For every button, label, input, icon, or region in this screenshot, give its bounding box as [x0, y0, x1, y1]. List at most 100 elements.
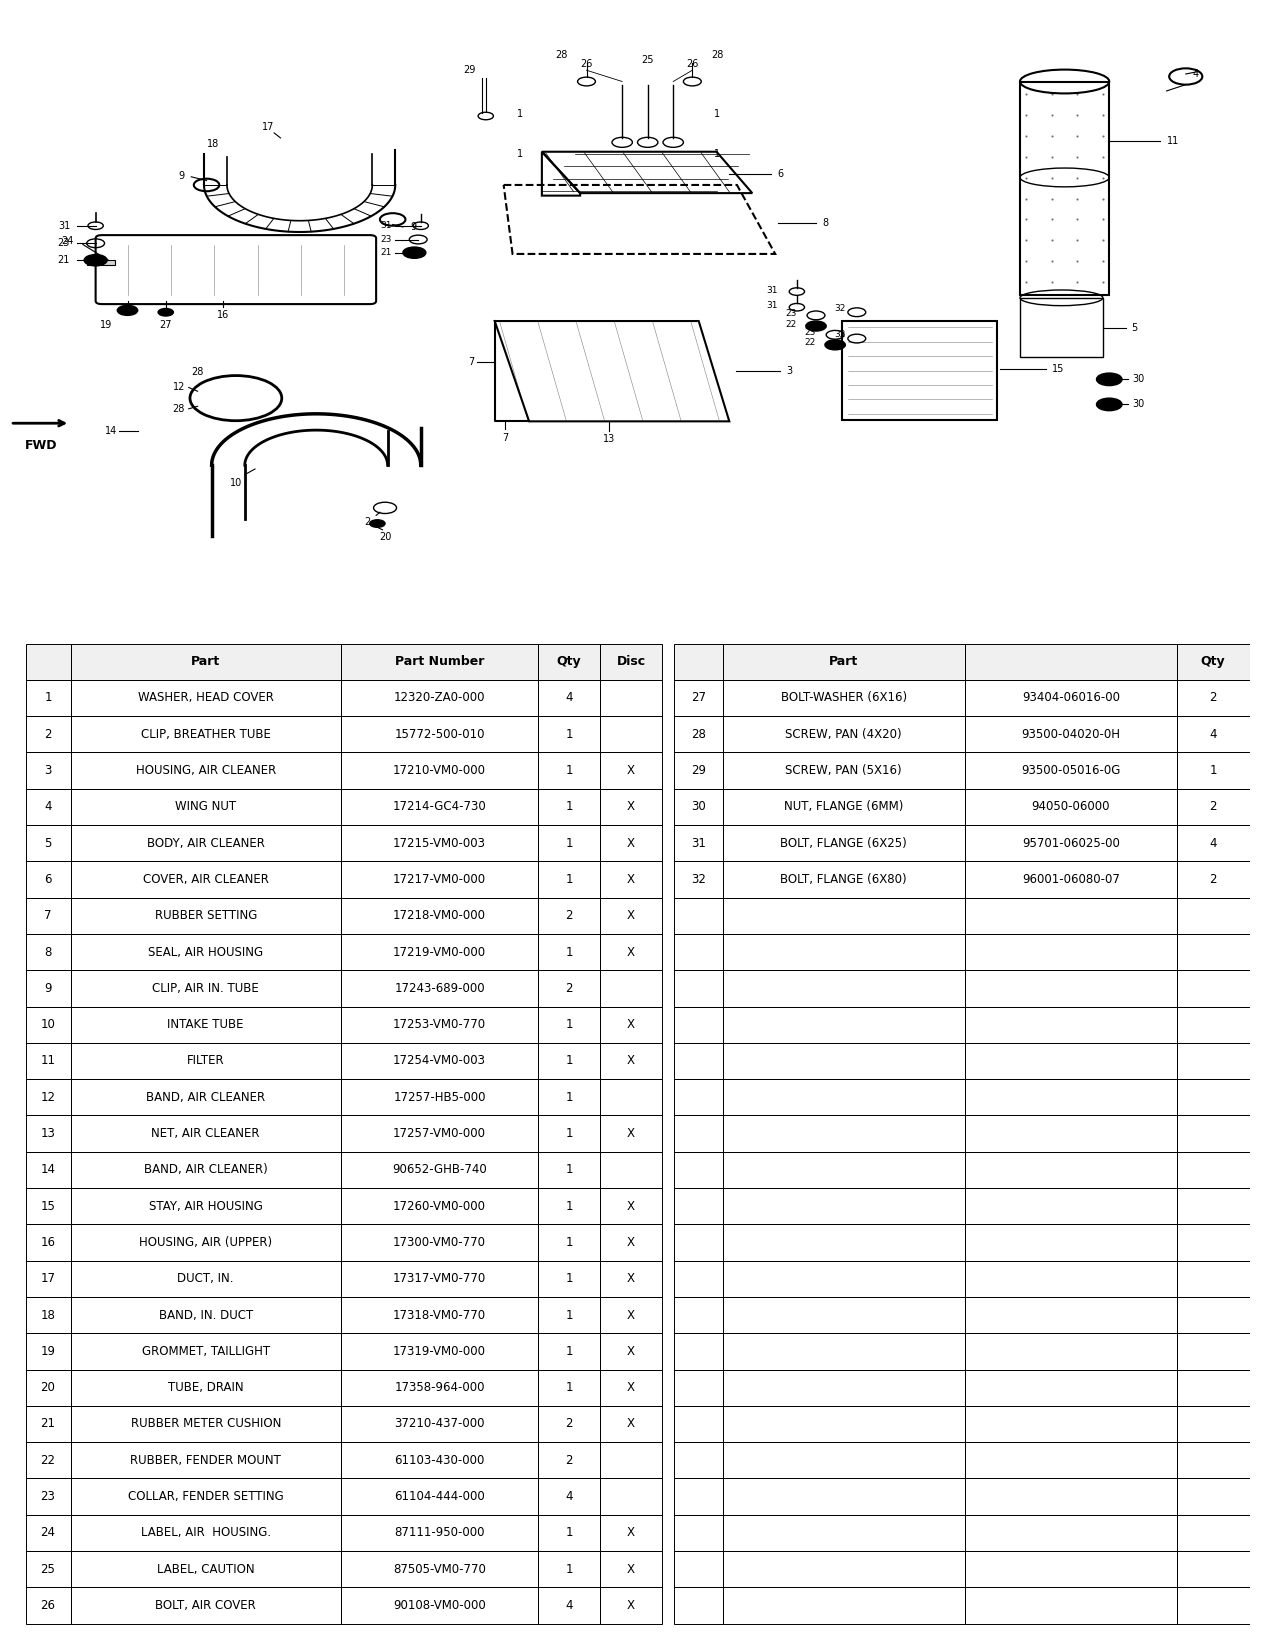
- Bar: [538, 716, 601, 752]
- Text: 37210-437-000: 37210-437-000: [394, 1417, 484, 1431]
- Text: 32: 32: [691, 873, 706, 886]
- Bar: [723, 1370, 965, 1406]
- Text: 17215-VM0-003: 17215-VM0-003: [393, 837, 486, 850]
- Bar: [674, 644, 723, 680]
- Bar: [340, 1006, 538, 1043]
- Text: SCREW, PAN (4X20): SCREW, PAN (4X20): [785, 728, 903, 741]
- Text: 93500-04020-0H: 93500-04020-0H: [1021, 728, 1121, 741]
- Text: 22: 22: [41, 1454, 56, 1467]
- Bar: [601, 970, 662, 1006]
- Text: 17260-VM0-000: 17260-VM0-000: [393, 1200, 486, 1213]
- Bar: [674, 680, 723, 716]
- Text: CLIP, AIR IN. TUBE: CLIP, AIR IN. TUBE: [153, 982, 259, 995]
- Text: 1: 1: [714, 109, 719, 119]
- Bar: [965, 970, 1177, 1006]
- Bar: [538, 1115, 601, 1152]
- Text: 31: 31: [380, 221, 391, 231]
- Bar: [723, 1043, 965, 1079]
- Bar: [1177, 1188, 1250, 1224]
- Bar: [1177, 752, 1250, 789]
- Bar: [965, 1442, 1177, 1478]
- Text: 19: 19: [99, 320, 112, 330]
- Bar: [70, 861, 340, 898]
- Text: 23: 23: [41, 1490, 56, 1503]
- Bar: [26, 1006, 70, 1043]
- Text: 96001-06080-07: 96001-06080-07: [1023, 873, 1119, 886]
- Bar: [601, 680, 662, 716]
- Bar: [340, 1478, 538, 1515]
- Text: COLLAR, FENDER SETTING: COLLAR, FENDER SETTING: [128, 1490, 283, 1503]
- Bar: [70, 1551, 340, 1587]
- Bar: [601, 1333, 662, 1370]
- Bar: [601, 898, 662, 934]
- Text: 5: 5: [45, 837, 52, 850]
- Text: X: X: [627, 1345, 635, 1358]
- Bar: [538, 861, 601, 898]
- Bar: [340, 1370, 538, 1406]
- Bar: [965, 1188, 1177, 1224]
- Bar: [26, 716, 70, 752]
- Text: X: X: [627, 1381, 635, 1394]
- Bar: [723, 680, 965, 716]
- Text: X: X: [627, 1127, 635, 1140]
- Text: 25: 25: [41, 1563, 56, 1576]
- Bar: [965, 1587, 1177, 1624]
- Bar: [1177, 644, 1250, 680]
- Text: 13: 13: [603, 434, 616, 444]
- Text: 24: 24: [41, 1526, 56, 1539]
- Text: 15: 15: [41, 1200, 56, 1213]
- Bar: [965, 1297, 1177, 1333]
- Text: 6: 6: [778, 170, 784, 180]
- Text: Disc: Disc: [616, 655, 645, 668]
- Bar: [70, 1043, 340, 1079]
- Bar: [723, 1587, 965, 1624]
- Bar: [26, 1188, 70, 1224]
- Text: X: X: [627, 1054, 635, 1068]
- Text: 26: 26: [686, 59, 699, 69]
- Text: X: X: [627, 764, 635, 777]
- Text: 10: 10: [230, 478, 242, 488]
- Bar: [601, 716, 662, 752]
- Text: 8: 8: [45, 945, 52, 959]
- Bar: [965, 861, 1177, 898]
- Bar: [26, 644, 70, 680]
- Text: 2: 2: [565, 1454, 572, 1467]
- Bar: [70, 1406, 340, 1442]
- Text: X: X: [627, 1200, 635, 1213]
- Bar: [1177, 1224, 1250, 1261]
- Bar: [538, 1006, 601, 1043]
- Bar: [723, 1515, 965, 1551]
- Text: 14: 14: [41, 1163, 56, 1176]
- Bar: [674, 1224, 723, 1261]
- Bar: [538, 1587, 601, 1624]
- Bar: [538, 1224, 601, 1261]
- Text: 16: 16: [217, 310, 230, 320]
- Bar: [674, 752, 723, 789]
- Text: 31: 31: [57, 221, 70, 231]
- Text: 28: 28: [691, 728, 706, 741]
- Text: 24: 24: [61, 236, 74, 246]
- Bar: [87, 261, 115, 264]
- Text: 1: 1: [565, 1308, 572, 1322]
- Text: 17318-VM0-770: 17318-VM0-770: [393, 1308, 486, 1322]
- Text: 21: 21: [57, 256, 70, 266]
- Bar: [1177, 1006, 1250, 1043]
- Bar: [538, 1152, 601, 1188]
- Bar: [538, 1515, 601, 1551]
- Text: NET, AIR CLEANER: NET, AIR CLEANER: [152, 1127, 260, 1140]
- Text: 1: 1: [518, 148, 523, 158]
- Text: 4: 4: [565, 1599, 572, 1612]
- Text: 17214-GC4-730: 17214-GC4-730: [393, 800, 486, 813]
- Text: X: X: [627, 1236, 635, 1249]
- Text: 94050-06000: 94050-06000: [1031, 800, 1111, 813]
- Bar: [538, 898, 601, 934]
- Bar: [723, 789, 965, 825]
- Bar: [965, 644, 1177, 680]
- Bar: [340, 861, 538, 898]
- Bar: [601, 1406, 662, 1442]
- Text: X: X: [627, 1599, 635, 1612]
- Bar: [340, 644, 538, 680]
- Text: 17243-689-000: 17243-689-000: [394, 982, 484, 995]
- Text: FWD: FWD: [24, 439, 57, 452]
- Circle shape: [117, 305, 138, 315]
